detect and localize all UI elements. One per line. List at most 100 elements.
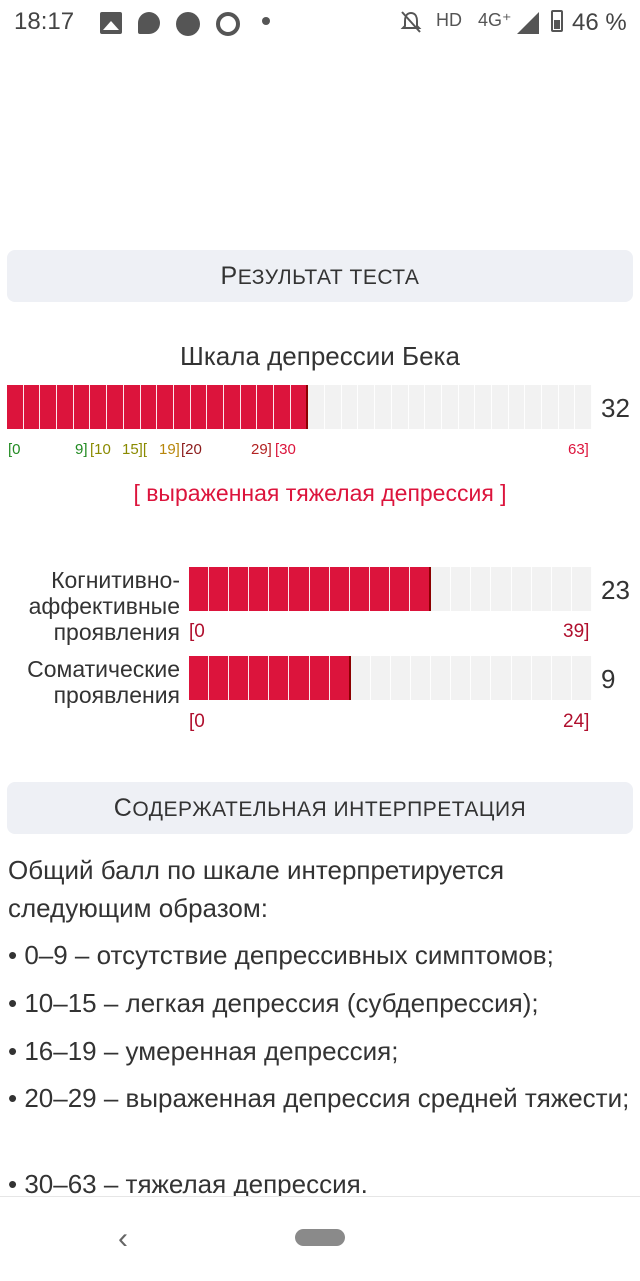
subscale-cognitive-bar <box>189 567 592 611</box>
battery-icon <box>551 10 563 32</box>
subscale-0-bar-empty-cell <box>431 567 452 611</box>
app-icon <box>176 12 200 36</box>
subscale-1-bar-empty-cell <box>451 656 472 700</box>
beck-bar-filled-cell <box>173 385 191 429</box>
beck-bar-filled-cell <box>23 385 41 429</box>
beck-bar-empty-cell <box>492 385 509 429</box>
beck-bar-filled-cell <box>7 385 24 429</box>
subscale-1-bar-empty-cell <box>471 656 492 700</box>
interpretation-item: • 20–29 – выраженная депрессия средней т… <box>8 1083 630 1113</box>
subscale-0-bar-filled-cell <box>289 567 310 611</box>
subscale-somatic-max: 24] <box>563 711 590 732</box>
subscale-1-bar-filled-cell <box>249 656 270 700</box>
beck-bar-empty-cell <box>542 385 559 429</box>
interpretation-item: • 0–9 – отсутствие депрессивных симптомо… <box>8 940 554 970</box>
subscale-0-bar-filled-cell <box>410 567 432 611</box>
interpretation-item: • 16–19 – умеренная депрессия; <box>8 1036 399 1066</box>
beck-bar-filled-cell <box>107 385 124 429</box>
beck-bar-filled-cell <box>257 385 274 429</box>
home-pill-button[interactable] <box>295 1229 345 1246</box>
diagnosis-label: [ выраженная тяжелая депрессия ] <box>133 480 507 506</box>
beck-bar-empty-cell <box>392 385 409 429</box>
subscale-somatic-bar <box>189 656 592 700</box>
subscale-somatic-score: 9 <box>601 664 616 694</box>
subscale-0-bar-empty-cell <box>471 567 492 611</box>
subscale-1-bar-filled-cell <box>329 656 351 700</box>
tick-20: [20 <box>181 441 202 458</box>
subscale-somatic-label-line: Соматические <box>27 656 180 682</box>
subscale-0-bar-filled-cell <box>229 567 250 611</box>
back-icon[interactable]: ‹ <box>118 1222 128 1255</box>
beck-bar-filled-cell <box>290 385 309 429</box>
subscale-1-bar-empty-cell <box>411 656 432 700</box>
scale-title: Шкала депрессии Бека <box>180 341 460 371</box>
subscale-0-bar-filled-cell <box>369 567 390 611</box>
tick-30: [30 <box>275 441 296 458</box>
beck-bar-filled-cell <box>57 385 74 429</box>
subscale-0-bar-filled-cell <box>389 567 411 611</box>
battery-level: 46 % <box>572 9 627 36</box>
beck-bar-filled-cell <box>90 385 108 429</box>
interpretation-header: СОДЕРЖАТЕЛЬНАЯ ИНТЕРПРЕТАЦИЯ <box>7 782 633 834</box>
subscale-1-bar-filled-cell <box>309 656 330 700</box>
beck-bar-empty-cell <box>559 385 576 429</box>
beck-bar-empty-cell <box>375 385 392 429</box>
tick-29: 29] <box>251 441 272 458</box>
beck-bar-filled-cell <box>73 385 91 429</box>
result-header: РЕЗУЛЬТАТ ТЕСТА <box>7 250 633 302</box>
beck-bar-empty-cell <box>525 385 542 429</box>
subscale-1-bar-filled-cell <box>269 656 290 700</box>
beck-bar-filled-cell <box>223 385 241 429</box>
subscale-0-bar-empty-cell <box>491 567 512 611</box>
beck-bar-empty-cell <box>442 385 459 429</box>
subscale-1-bar-empty-cell <box>552 656 572 700</box>
beck-bar-filled-cell <box>240 385 258 429</box>
beck-bar-empty-cell <box>409 385 426 429</box>
subscale-0-bar-filled-cell <box>249 567 270 611</box>
tick-15: 15][ <box>122 441 148 458</box>
subscale-1-bar-empty-cell <box>512 656 532 700</box>
beck-bar-filled-cell <box>274 385 291 429</box>
subscale-0-bar-filled-cell <box>349 567 370 611</box>
subscale-0-bar-filled-cell <box>209 567 230 611</box>
subscale-0-bar-empty-cell <box>512 567 532 611</box>
interpretation-item: • 10–15 – легкая депрессия (субдепрессия… <box>8 988 539 1018</box>
subscale-1-bar-empty-cell <box>572 656 592 700</box>
beck-bar-filled-cell <box>40 385 58 429</box>
chat-icon <box>138 12 160 34</box>
subscale-1-bar-filled-cell <box>209 656 230 700</box>
status-time: 18:17 <box>14 8 75 35</box>
status-bar: 18:17 HD 4G⁺ 46 % <box>0 0 640 44</box>
subscale-cognitive-cells <box>189 567 592 611</box>
network-hd: HD <box>436 10 462 30</box>
beck-bar-filled-cell <box>140 385 158 429</box>
bell-off-icon <box>400 11 422 33</box>
app-icon-2 <box>216 12 240 36</box>
interpretation-header-cap: С <box>113 794 133 822</box>
subscale-1-bar-empty-cell <box>391 656 412 700</box>
beck-bar-filled-cell <box>190 385 208 429</box>
beck-score-bar <box>7 385 593 429</box>
beck-bar-filled-cell <box>123 385 141 429</box>
beck-bar-empty-cell <box>575 385 593 429</box>
beck-bar-empty-cell <box>459 385 476 429</box>
beck-bar-filled-cell <box>157 385 174 429</box>
subscale-0-bar-empty-cell <box>572 567 592 611</box>
subscale-0-bar-filled-cell <box>269 567 290 611</box>
tick-9: 9] <box>75 441 88 458</box>
result-header-cap: Р <box>220 262 238 290</box>
dot-icon <box>262 17 270 25</box>
subscale-1-bar-empty-cell <box>351 656 371 700</box>
beck-bar-empty-cell <box>509 385 526 429</box>
tick-63: 63] <box>568 441 589 458</box>
subscale-1-bar-filled-cell <box>229 656 250 700</box>
network-type: 4G⁺ <box>478 10 512 30</box>
beck-bar-filled-cell <box>207 385 224 429</box>
beck-bar-empty-cell <box>325 385 342 429</box>
signal-icon <box>517 12 539 34</box>
beck-score: 32 <box>601 393 630 423</box>
subscale-1-bar-filled-cell <box>289 656 310 700</box>
image-icon <box>100 12 122 34</box>
subscale-somatic-min: [0 <box>189 711 205 732</box>
subscale-cognitive-label: Когнитивно- аффективные проявления <box>29 567 180 645</box>
